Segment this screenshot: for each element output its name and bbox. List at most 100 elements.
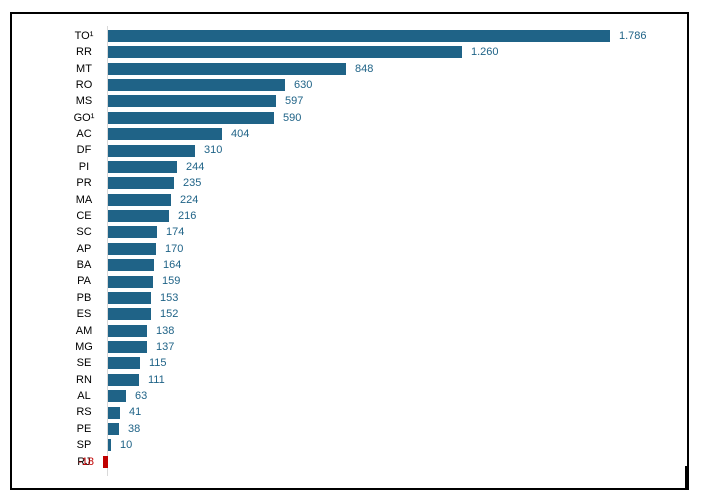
bar — [108, 390, 126, 403]
category-label: PB — [76, 291, 92, 304]
frame-corner-mark — [685, 466, 689, 490]
category-label: PI — [78, 160, 90, 173]
bar-row: RN 111 — [12, 372, 687, 388]
bar — [108, 62, 346, 75]
bar-row: ES 152 — [12, 306, 687, 322]
category-label: AL — [77, 390, 91, 403]
value-label: 244 — [186, 160, 205, 173]
bar — [108, 259, 154, 272]
bar — [108, 406, 120, 419]
category-label: SE — [76, 357, 92, 370]
category-label: MG — [75, 340, 93, 353]
category-label: SP — [76, 439, 92, 452]
bar-plot-area: TO¹ 1.786 RR 1.260 MT 848 RO 630 MS 597 GO¹ 590 AC 40… — [12, 28, 687, 470]
bar-row: PB 153 — [12, 290, 687, 306]
value-label: 138 — [156, 324, 175, 337]
bar — [108, 373, 139, 386]
value-label: 590 — [283, 111, 302, 124]
bar — [108, 79, 285, 92]
bar-row: DF 310 — [12, 142, 687, 158]
value-label: 10 — [120, 439, 133, 452]
category-axis-line — [107, 26, 108, 476]
bar — [108, 193, 171, 206]
category-label: RR — [76, 46, 92, 59]
value-label: 137 — [156, 340, 175, 353]
bar-row: PR 235 — [12, 175, 687, 191]
chart-frame: TO¹ 1.786 RR 1.260 MT 848 RO 630 MS 597 GO¹ 590 AC 40… — [10, 12, 689, 490]
value-label: 152 — [160, 308, 179, 321]
value-label: 597 — [285, 95, 304, 108]
bar — [108, 95, 276, 108]
value-label: 235 — [183, 177, 202, 190]
value-label: 111 — [148, 373, 165, 386]
category-label: TO¹ — [74, 29, 94, 42]
bar-row: AL 63 — [12, 388, 687, 404]
value-label: 38 — [128, 422, 141, 435]
category-label: RJ — [77, 455, 91, 468]
value-label: 848 — [355, 62, 374, 75]
bar-row: AC 404 — [12, 126, 687, 142]
value-label: -18 — [78, 455, 94, 468]
bar-row: PI 244 — [12, 159, 687, 175]
bar — [108, 210, 169, 223]
value-label: 159 — [162, 275, 181, 288]
category-label: GO¹ — [73, 111, 95, 124]
bar-row: AP 170 — [12, 241, 687, 257]
bar-row: SC 174 — [12, 224, 687, 240]
category-label: DF — [76, 144, 92, 157]
bar-row: RO 630 — [12, 77, 687, 93]
bar — [108, 128, 222, 141]
bar — [108, 439, 111, 452]
bar-row: RS 41 — [12, 404, 687, 420]
value-label: 216 — [178, 209, 197, 222]
value-label: 1.786 — [619, 29, 647, 42]
bar — [108, 242, 156, 255]
value-label: 170 — [165, 242, 184, 255]
bar — [108, 144, 195, 157]
value-label: 153 — [160, 291, 179, 304]
category-label: CE — [76, 209, 92, 222]
bar-row: PE 38 — [12, 421, 687, 437]
category-label: MT — [76, 62, 92, 75]
bar-row: GO¹ 590 — [12, 110, 687, 126]
bar-row: AM 138 — [12, 323, 687, 339]
category-label: ES — [76, 308, 92, 321]
value-label: 1.260 — [471, 46, 499, 59]
bar — [108, 177, 174, 190]
bar — [108, 308, 151, 321]
category-label: PE — [76, 422, 92, 435]
category-label: PA — [77, 275, 91, 288]
category-label: RS — [76, 406, 92, 419]
bar — [108, 29, 610, 42]
bar-row: TO¹ 1.786 — [12, 28, 687, 44]
value-label: 63 — [135, 390, 148, 403]
value-label: 224 — [180, 193, 199, 206]
bar — [108, 324, 147, 337]
bar-row: MS 597 — [12, 93, 687, 109]
value-label: 310 — [204, 144, 223, 157]
bar — [108, 111, 274, 124]
bar — [108, 341, 147, 354]
category-label: RN — [76, 373, 92, 386]
bar-row: SP 10 — [12, 437, 687, 453]
bar — [108, 226, 157, 239]
bar-row: PA 159 — [12, 273, 687, 289]
bar-row: MG 137 — [12, 339, 687, 355]
category-label: BA — [76, 259, 92, 272]
category-label: AP — [76, 242, 92, 255]
category-label: AM — [75, 324, 93, 337]
value-label: 630 — [294, 78, 313, 91]
bar-row: BA 164 — [12, 257, 687, 273]
bar — [103, 455, 108, 468]
value-label: 174 — [166, 226, 185, 239]
bar-row: MT 848 — [12, 61, 687, 77]
category-label: MA — [75, 193, 93, 206]
bar-row: MA 224 — [12, 192, 687, 208]
category-label: PR — [76, 177, 92, 190]
bar-row: SE 115 — [12, 355, 687, 371]
category-label: MS — [75, 95, 93, 108]
bar — [108, 275, 153, 288]
bar-row: RR 1.260 — [12, 44, 687, 60]
bar — [108, 46, 462, 59]
